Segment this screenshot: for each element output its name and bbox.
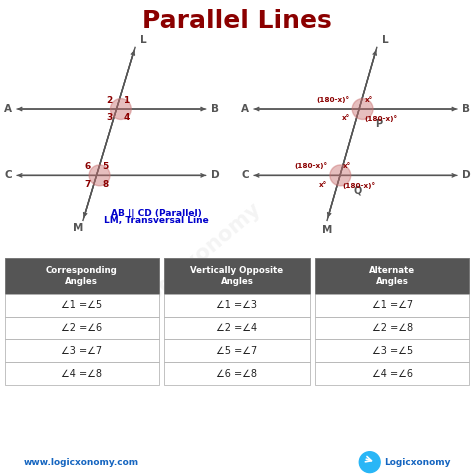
Text: M: M <box>73 223 83 233</box>
Text: x°: x° <box>365 97 373 103</box>
Text: (180-x)°: (180-x)° <box>317 96 350 103</box>
Text: x°: x° <box>342 163 351 169</box>
Text: Q: Q <box>353 186 361 196</box>
Text: Parallel Lines: Parallel Lines <box>142 9 332 33</box>
Text: (180-x)°: (180-x)° <box>294 162 328 169</box>
FancyBboxPatch shape <box>5 294 159 317</box>
Text: D: D <box>462 170 471 181</box>
Text: A: A <box>4 104 12 114</box>
Text: Alternate
Angles: Alternate Angles <box>369 266 415 286</box>
Circle shape <box>352 99 373 119</box>
Text: M: M <box>322 225 332 235</box>
Text: (180-x)°: (180-x)° <box>365 115 398 122</box>
FancyBboxPatch shape <box>315 294 469 317</box>
Text: C: C <box>241 170 249 181</box>
Text: 3: 3 <box>106 113 112 122</box>
FancyBboxPatch shape <box>164 362 310 385</box>
Text: 2: 2 <box>106 96 112 105</box>
Text: 1: 1 <box>123 96 130 105</box>
FancyBboxPatch shape <box>315 339 469 362</box>
FancyBboxPatch shape <box>164 317 310 339</box>
Text: P: P <box>375 119 383 129</box>
Text: Logicxonomy: Logicxonomy <box>134 199 264 313</box>
FancyBboxPatch shape <box>315 317 469 339</box>
Circle shape <box>359 452 380 473</box>
Text: 8: 8 <box>102 180 109 189</box>
Text: A: A <box>241 104 249 114</box>
FancyBboxPatch shape <box>5 362 159 385</box>
FancyBboxPatch shape <box>5 258 159 294</box>
Text: 7: 7 <box>85 180 91 189</box>
Text: ∠1 =∠3: ∠1 =∠3 <box>217 300 257 310</box>
FancyBboxPatch shape <box>164 294 310 317</box>
Text: ∠5 =∠7: ∠5 =∠7 <box>216 346 258 356</box>
FancyBboxPatch shape <box>164 258 310 294</box>
Text: D: D <box>211 170 219 181</box>
Text: x°: x° <box>342 115 350 121</box>
Text: Corresponding
Angles: Corresponding Angles <box>46 266 118 286</box>
Text: L: L <box>140 35 146 45</box>
Text: www.logicxonomy.com: www.logicxonomy.com <box>24 458 139 466</box>
Text: L: L <box>382 35 388 45</box>
Text: Vertically Opposite
Angles: Vertically Opposite Angles <box>191 266 283 286</box>
Text: ∠1 =∠7: ∠1 =∠7 <box>372 300 413 310</box>
Circle shape <box>330 165 351 186</box>
FancyBboxPatch shape <box>5 339 159 362</box>
Text: B: B <box>462 104 470 114</box>
Text: ∠6 =∠8: ∠6 =∠8 <box>217 368 257 379</box>
Text: x°: x° <box>319 182 328 188</box>
Text: ∠4 =∠8: ∠4 =∠8 <box>61 368 102 379</box>
Text: B: B <box>211 104 219 114</box>
Text: AB || CD (Parallel): AB || CD (Parallel) <box>111 209 202 218</box>
Text: ∠2 =∠4: ∠2 =∠4 <box>217 323 257 333</box>
Text: 6: 6 <box>85 162 91 171</box>
FancyBboxPatch shape <box>164 339 310 362</box>
Text: ∠2 =∠6: ∠2 =∠6 <box>61 323 102 333</box>
Text: ∠2 =∠8: ∠2 =∠8 <box>372 323 413 333</box>
Text: Logicxonomy: Logicxonomy <box>384 458 450 466</box>
Text: ∠3 =∠7: ∠3 =∠7 <box>61 346 102 356</box>
FancyBboxPatch shape <box>315 362 469 385</box>
Text: (180-x)°: (180-x)° <box>342 182 375 189</box>
Text: C: C <box>4 170 12 181</box>
Circle shape <box>89 165 110 186</box>
FancyBboxPatch shape <box>5 317 159 339</box>
Circle shape <box>110 99 131 119</box>
FancyBboxPatch shape <box>315 258 469 294</box>
Text: ∠1 =∠5: ∠1 =∠5 <box>61 300 102 310</box>
Text: ∠4 =∠6: ∠4 =∠6 <box>372 368 413 379</box>
Text: LM, Transversal Line: LM, Transversal Line <box>104 216 209 225</box>
Text: ∠3 =∠5: ∠3 =∠5 <box>372 346 413 356</box>
Text: 5: 5 <box>102 162 109 171</box>
Text: 4: 4 <box>123 113 130 122</box>
